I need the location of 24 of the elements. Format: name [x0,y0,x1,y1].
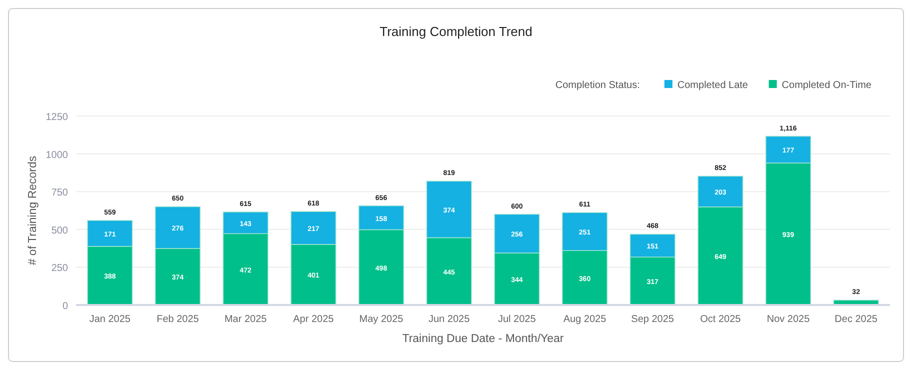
x-tick-label: Jun 2025 [428,314,470,325]
legend-label: Completed Late [677,80,748,91]
x-tick-label: Nov 2025 [766,314,810,325]
x-tick-label: Jul 2025 [498,314,536,325]
x-tick-label: Sep 2025 [631,314,674,325]
y-tick-label: 750 [51,188,68,199]
legend-title: Completion Status: [555,80,640,91]
x-tick-label: Oct 2025 [700,314,742,325]
x-tick-label: Apr 2025 [293,314,334,325]
chart-title: Training Completion Trend [380,24,532,39]
y-tick-label: 0 [62,301,68,312]
y-tick-label: 500 [51,225,68,236]
x-tick-label: May 2025 [359,314,404,325]
legend-label: Completed On-Time [782,80,872,91]
y-axis-title: # of Training Records [27,156,39,266]
x-tick-label: Jan 2025 [89,314,131,325]
y-tick-label: 250 [51,263,68,274]
y-tick-label: 1250 [46,112,68,123]
x-tick-label: Mar 2025 [224,314,268,325]
x-tick-label: Feb 2025 [156,314,200,325]
x-axis-title: Training Due Date - Month/Year [402,333,564,345]
x-tick-label: Aug 2025 [563,314,607,325]
y-tick-label: 1000 [46,150,68,161]
x-tick-label: Dec 2025 [834,314,878,325]
